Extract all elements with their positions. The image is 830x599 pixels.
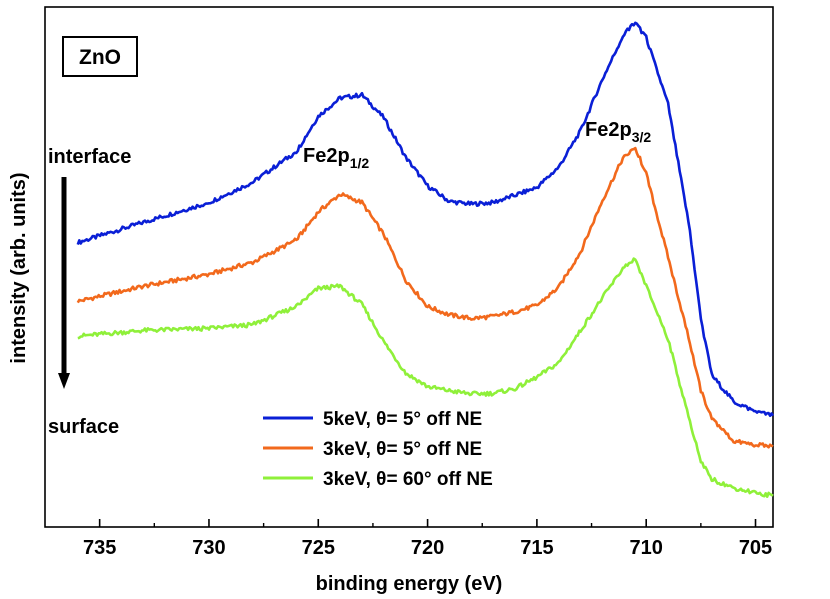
series-line-2 bbox=[76, 146, 774, 449]
peak-label-fe2p32-main: Fe2p bbox=[585, 119, 632, 141]
legend-label-2: 3keV, θ= 5° off NE bbox=[323, 439, 482, 460]
peak-label-fe2p32: Fe2p3/2 bbox=[585, 119, 651, 145]
peak-label-fe2p12-main: Fe2p bbox=[303, 145, 350, 167]
x-tick-label: 725 bbox=[302, 537, 335, 559]
legend-label-1: 5keV, θ= 5° off NE bbox=[323, 409, 482, 430]
peak-label-fe2p12-sub: 1/2 bbox=[350, 155, 370, 171]
series-layer bbox=[76, 21, 775, 499]
sample-label: ZnO bbox=[79, 46, 121, 69]
x-axis: 735 730 725 720 715 710 705 bbox=[83, 519, 772, 559]
peak-label-fe2p12: Fe2p1/2 bbox=[303, 145, 369, 171]
x-tick-label: 730 bbox=[192, 537, 225, 559]
sample-label-box: ZnO bbox=[62, 36, 138, 77]
x-axis-title: binding energy (eV) bbox=[316, 573, 503, 595]
series-line-1 bbox=[76, 21, 775, 418]
series-line-3 bbox=[77, 257, 774, 499]
x-tick-label: 735 bbox=[83, 537, 116, 559]
depth-label-interface: interface bbox=[48, 146, 131, 168]
x-tick-label: 705 bbox=[739, 537, 772, 559]
depth-arrow bbox=[58, 177, 70, 389]
plot-frame bbox=[44, 6, 774, 528]
x-tick-label: 710 bbox=[630, 537, 663, 559]
x-tick-label: 715 bbox=[520, 537, 553, 559]
x-tick-label: 720 bbox=[411, 537, 444, 559]
depth-label-surface: surface bbox=[48, 416, 119, 438]
legend-label-3: 3keV, θ= 60° off NE bbox=[323, 469, 493, 490]
peak-label-fe2p32-sub: 3/2 bbox=[632, 129, 652, 145]
legend: 5keV, θ= 5° off NE 3keV, θ= 5° off NE 3keV… bbox=[263, 409, 493, 490]
y-axis-title: intensity (arb. units) bbox=[8, 172, 30, 363]
